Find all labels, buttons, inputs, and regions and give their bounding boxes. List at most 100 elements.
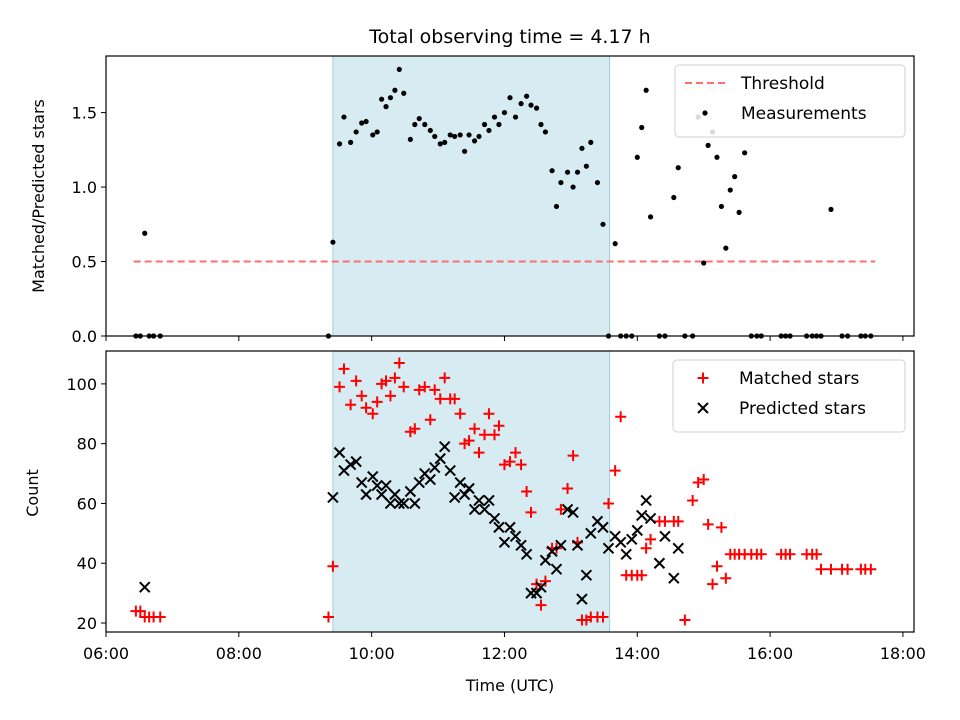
- predicted-stars-point: [367, 470, 379, 483]
- predicted-stars-point: [640, 494, 652, 507]
- measurement-point: [341, 114, 347, 120]
- predicted-stars-point: [473, 494, 485, 507]
- matched-stars-point: [550, 542, 562, 554]
- measurement-point: [383, 104, 389, 110]
- measurement-point: [705, 142, 711, 148]
- matched-stars-point: [367, 408, 379, 420]
- matched-stars-point: [384, 390, 396, 402]
- predicted-stars-point: [458, 488, 471, 501]
- measurement-point: [437, 141, 443, 147]
- matched-stars-point: [842, 563, 854, 575]
- matched-stars-point: [434, 393, 446, 405]
- legend-label: Predicted stars: [739, 399, 866, 419]
- x-tick-label: 10:00: [349, 644, 395, 663]
- measurement-point: [643, 87, 649, 93]
- measurement-point: [427, 127, 433, 134]
- predicted-stars-point: [478, 503, 491, 516]
- matched-stars-point: [429, 384, 441, 396]
- measurement-point: [542, 129, 549, 135]
- measurement-point: [348, 139, 354, 145]
- matched-stars-point: [720, 572, 732, 584]
- matched-stars-point: [413, 384, 425, 396]
- predicted-stars-point: [424, 473, 437, 486]
- matched-stars-point: [707, 578, 719, 590]
- matched-stars-point: [567, 450, 579, 462]
- measurement-point: [528, 102, 534, 108]
- measurement-point: [507, 95, 513, 101]
- predicted-stars-point: [327, 491, 339, 504]
- measurement-point: [612, 241, 618, 247]
- measurement-point: [600, 221, 606, 227]
- predicted-stars-point: [454, 476, 466, 489]
- measurement-point: [481, 121, 488, 128]
- predicted-stars-point: [672, 542, 684, 555]
- matched-stars-point: [389, 372, 401, 384]
- matched-stars-point: [479, 429, 491, 441]
- matched-stars-point: [463, 435, 475, 447]
- predicted-stars-point: [668, 572, 680, 584]
- matched-stars-point: [615, 411, 627, 423]
- x-tick-label: 06:00: [83, 644, 129, 663]
- measurement-point: [452, 133, 458, 140]
- matched-stars-point: [380, 375, 392, 387]
- measurement-point: [727, 187, 733, 193]
- measurement-point: [524, 93, 530, 99]
- predicted-stars-point: [653, 557, 666, 569]
- matched-stars-point: [327, 560, 339, 572]
- matched-stars-point: [698, 474, 710, 486]
- predicted-stars-point: [567, 506, 579, 519]
- legend: Matched stars Predicted stars: [672, 359, 906, 433]
- x-tick-label: 14:00: [614, 644, 660, 663]
- y-tick-label: 60: [77, 494, 97, 513]
- matched-stars-point: [531, 578, 543, 590]
- predicted-stars-point: [404, 485, 417, 498]
- measurement-point: [512, 114, 519, 120]
- predicted-stars-point: [546, 545, 558, 557]
- matched-stars-point: [715, 521, 727, 533]
- predicted-stars-point: [576, 593, 588, 605]
- measurement-point: [374, 129, 380, 135]
- matched-stars-point: [371, 396, 383, 408]
- measurement-point: [442, 139, 448, 145]
- measurement-point: [538, 121, 544, 128]
- predicted-stars-point: [360, 488, 372, 501]
- matched-stars-point: [597, 611, 609, 623]
- matched-stars-point: [755, 548, 767, 560]
- matched-stars-point: [350, 375, 362, 387]
- measurement-point: [594, 179, 601, 186]
- matched-stars-point: [424, 414, 436, 426]
- matched-stars-point: [640, 542, 652, 554]
- measurement-point: [462, 148, 468, 154]
- measurement-point: [564, 169, 571, 175]
- measurement-point: [701, 260, 707, 266]
- measurement-point: [432, 133, 438, 140]
- measurement-point: [471, 138, 478, 144]
- matched-stars-point: [636, 569, 648, 581]
- legend-box: [674, 64, 906, 138]
- chart-title: Total observing time = 4.17 h: [368, 26, 650, 48]
- legend-box: [672, 359, 906, 433]
- measurement-point: [486, 127, 492, 134]
- matched-stars-point: [815, 563, 827, 575]
- matched-stars-point: [393, 357, 405, 369]
- measurement-point: [558, 179, 564, 186]
- matched-stars-point: [504, 456, 516, 468]
- top-panel: 0.0 0.5 1.0 1.5 Threshold Measurements: [72, 55, 915, 346]
- matched-stars-point: [687, 494, 699, 506]
- predicted-stars-point: [355, 476, 368, 489]
- measurement-point: [634, 154, 640, 160]
- predicted-stars-point: [509, 530, 522, 543]
- matched-stars-point: [692, 477, 704, 489]
- predicted-stars-point: [585, 527, 597, 540]
- predicted-stars-point: [580, 569, 593, 581]
- measurement-point: [518, 101, 524, 107]
- measurement-point: [723, 245, 729, 251]
- predicted-stars-point: [434, 452, 446, 465]
- predicted-stars-point: [571, 539, 584, 552]
- predicted-stars-point: [438, 440, 451, 453]
- matched-stars-point: [483, 408, 495, 420]
- axes-frame: [105, 350, 915, 633]
- measurement-point: [330, 239, 336, 245]
- y-tick-label: 100: [66, 375, 97, 394]
- measurement-point: [336, 141, 343, 147]
